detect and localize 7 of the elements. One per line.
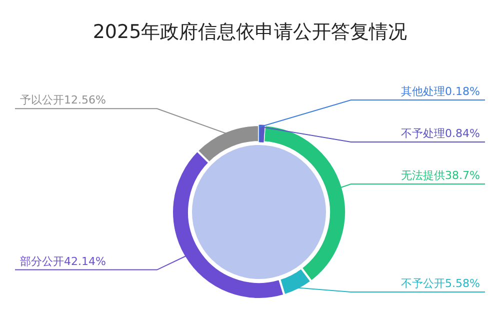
chart-title: 2025年政府信息依申请公开答复情况: [92, 21, 408, 43]
slice-label: 不予处理0.84%: [401, 127, 480, 140]
slice-label: 无法提供38.7%: [401, 169, 480, 182]
slice-label: 其他处理0.18%: [401, 85, 480, 98]
slice-label: 予以公开12.56%: [20, 94, 106, 107]
slice-label: 不予公开5.58%: [401, 277, 480, 290]
slice-label: 部分公开42.14%: [20, 254, 106, 268]
